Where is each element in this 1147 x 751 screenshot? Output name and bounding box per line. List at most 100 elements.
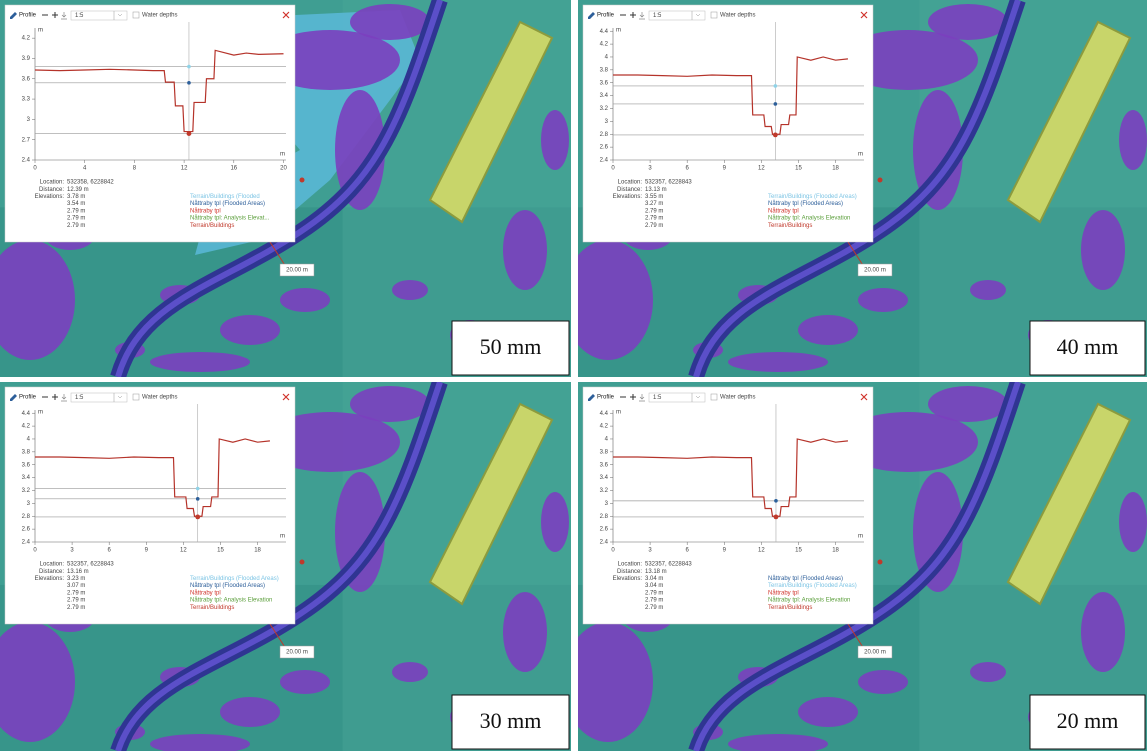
flooded-patch — [0, 240, 75, 360]
legend-entry: Terrain/Buildings (Flooded Areas) — [768, 583, 857, 589]
download-button[interactable] — [639, 12, 645, 20]
close-button[interactable] — [282, 11, 290, 19]
zoom-in-button[interactable] — [630, 394, 636, 400]
caption: 40 mm — [1057, 334, 1119, 359]
checkbox-label: Water depths — [142, 13, 177, 19]
close-button[interactable] — [860, 393, 868, 401]
scale-box — [857, 263, 893, 277]
y-tick-label: 2.4 — [600, 540, 609, 546]
scale-label: 20.00 m — [864, 650, 886, 656]
x-tick-label: 4 — [83, 166, 87, 172]
level-point — [186, 131, 192, 137]
scale-select[interactable] — [648, 392, 706, 403]
y-tick-label: 3.6 — [600, 462, 609, 468]
legend-entry: Terrain/Buildings — [768, 223, 812, 229]
info-label: Distance: — [617, 187, 642, 193]
flooded-patch — [578, 622, 653, 742]
level-point — [772, 132, 778, 138]
scale-select[interactable] — [70, 392, 128, 403]
flooded-patch — [970, 280, 1006, 300]
map-panel: 20.00 m 20 mm Profile 1:5 Water depths m m 2.4 2… — [578, 382, 1147, 751]
flooded-patch — [0, 622, 75, 742]
flooded-patch — [150, 734, 250, 751]
y-tick-label: 3 — [605, 119, 609, 125]
scale-select[interactable] — [70, 10, 128, 21]
caption: 30 mm — [480, 708, 542, 733]
water-depths-checkbox[interactable] — [710, 11, 718, 19]
elevation-value: 2.79 m — [67, 598, 85, 604]
x-tick-label: 15 — [795, 548, 802, 554]
legend-entry: Nåttraby tpl — [190, 589, 221, 596]
flooded-patch — [350, 4, 430, 40]
level-point — [774, 498, 778, 503]
water-depths-checkbox[interactable] — [132, 11, 140, 19]
x-tick-label: 16 — [230, 166, 237, 172]
terrain-profile — [34, 49, 284, 133]
x-tick-label: 20 — [280, 166, 287, 172]
close-button[interactable] — [282, 393, 290, 401]
checkbox-label: Water depths — [720, 13, 755, 19]
pencil-icon — [10, 394, 17, 401]
flooded-patch — [280, 670, 330, 694]
caption-box — [1029, 694, 1146, 750]
flooded-patch — [928, 386, 1008, 422]
terrain-profile — [613, 56, 848, 135]
flooded-patch — [150, 352, 250, 372]
y-tick-label: 3 — [27, 117, 31, 123]
x-tick-label: 0 — [33, 548, 37, 554]
download-button[interactable] — [639, 394, 645, 402]
flooded-patch — [220, 697, 280, 727]
info-label: Elevations: — [35, 194, 65, 200]
level-point — [773, 514, 779, 520]
close-button[interactable] — [860, 11, 868, 19]
y-tick-label: 3.4 — [600, 93, 609, 99]
x-tick-label: 8 — [133, 166, 137, 172]
y-tick-label: 3.2 — [600, 106, 609, 112]
flooded-patch — [1081, 592, 1125, 672]
water-depths-checkbox[interactable] — [710, 393, 718, 401]
zoom-in-button[interactable] — [630, 12, 636, 18]
x-tick-label: 18 — [832, 166, 839, 172]
level-point — [195, 486, 200, 491]
flooded-patch — [798, 315, 858, 345]
x-tick-label: 18 — [832, 548, 839, 554]
x-tick-label: 9 — [723, 166, 727, 172]
legend-entry: Terrain/Buildings (Flooded — [190, 194, 260, 200]
channel-inner — [693, 0, 1021, 377]
y-tick-label: 3.2 — [22, 488, 31, 494]
legend-entry: Nåttraby tpl — [190, 207, 221, 214]
x-tick-label: 6 — [686, 548, 690, 554]
y-unit: m — [38, 28, 43, 34]
flooded-patch — [728, 352, 828, 372]
water-depths-checkbox[interactable] — [132, 393, 140, 401]
x-tick-label: 0 — [33, 166, 37, 172]
info-label: Distance: — [39, 187, 64, 193]
building-field — [1006, 402, 1132, 606]
scale-label: 20.00 m — [286, 268, 308, 274]
scale-select[interactable] — [648, 10, 706, 21]
y-tick-label: 2.6 — [600, 145, 609, 151]
download-button[interactable] — [61, 12, 67, 20]
y-tick-label: 4 — [27, 437, 31, 443]
y-tick-label: 3.6 — [600, 80, 609, 86]
info-value: 13.16 m — [67, 569, 89, 575]
info-value: 13.13 m — [645, 187, 667, 193]
y-unit: m — [38, 410, 43, 416]
zoom-in-button[interactable] — [52, 12, 58, 18]
y-tick-label: 2.6 — [22, 527, 31, 533]
level-point — [187, 64, 191, 69]
elevation-value: 2.79 m — [67, 208, 85, 214]
flooded-patch — [858, 288, 908, 312]
y-tick-label: 3 — [27, 501, 31, 507]
legend-entry: Nåttraby tpl (Flooded Areas) — [768, 200, 843, 207]
y-tick-label: 3.4 — [600, 475, 609, 481]
zoom-in-button[interactable] — [52, 394, 58, 400]
toolbar-title: Profile — [19, 13, 37, 19]
flooded-patch — [798, 697, 858, 727]
x-tick-label: 3 — [648, 548, 652, 554]
download-button[interactable] — [61, 394, 67, 402]
flooded-patch — [392, 280, 428, 300]
caption-box — [451, 320, 570, 376]
elevation-value: 3.55 m — [645, 194, 663, 200]
legend-entry: Nåttraby tpl: Analysis Elevation — [768, 597, 850, 604]
